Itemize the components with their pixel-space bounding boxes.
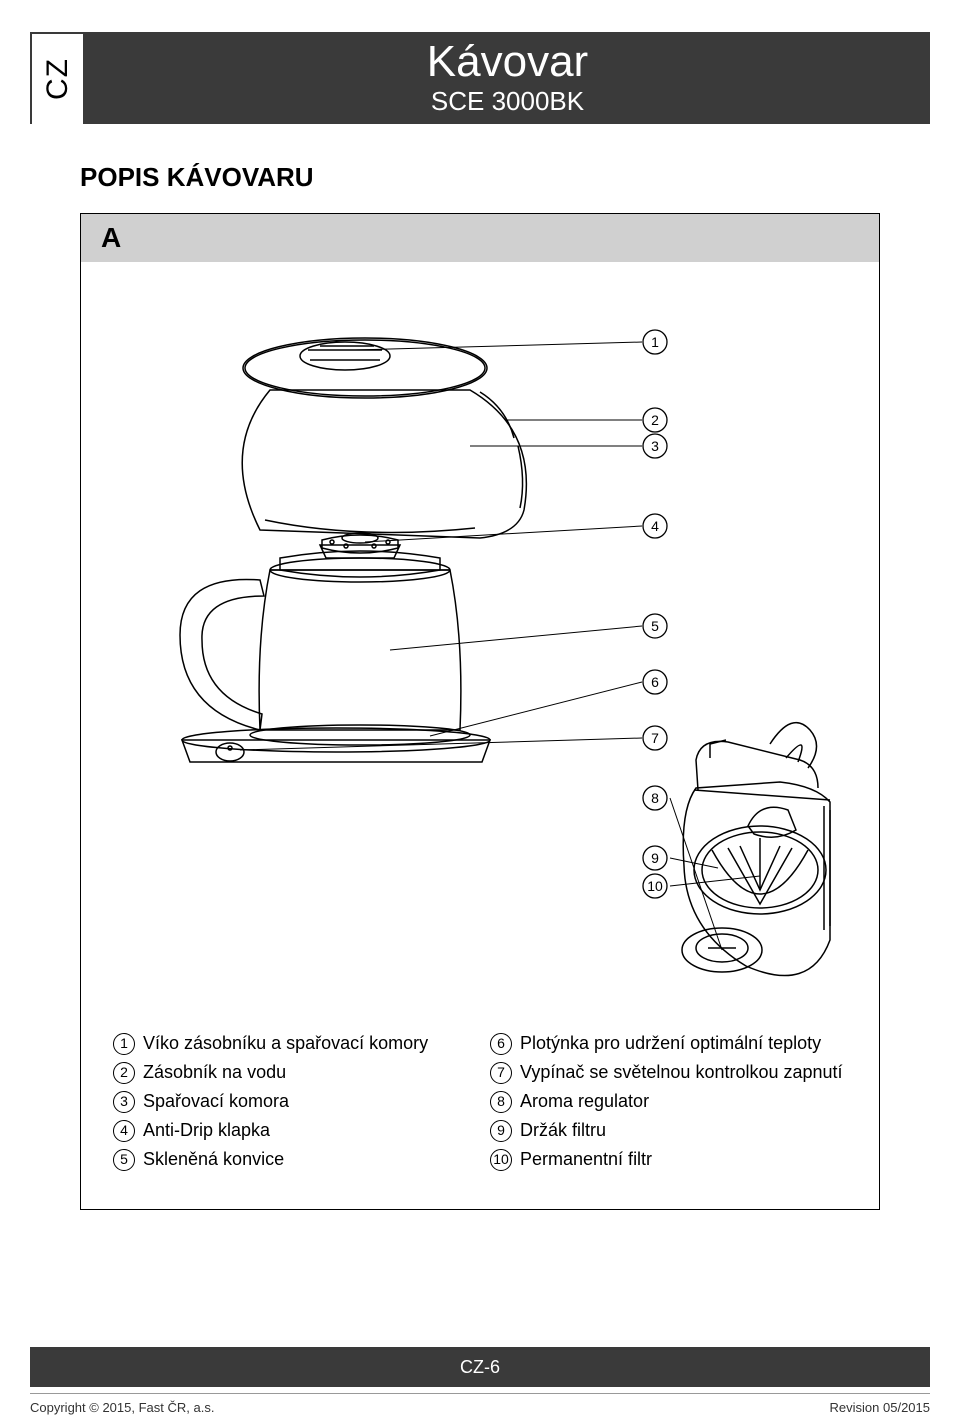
svg-text:10: 10	[647, 878, 663, 894]
legend-text: Plotýnka pro udržení optimální teploty	[520, 1032, 821, 1055]
svg-text:5: 5	[651, 618, 659, 634]
svg-text:6: 6	[651, 674, 659, 690]
legend-item: 7 Vypínač se světelnou kontrolkou zapnutí	[490, 1061, 847, 1084]
legend-item: 2 Zásobník na vodu	[113, 1061, 470, 1084]
svg-text:7: 7	[651, 730, 659, 746]
legend-text: Víko zásobníku a spařovací komory	[143, 1032, 428, 1055]
legend-column-right: 6 Plotýnka pro udržení optimální teploty 7…	[490, 1032, 847, 1177]
legend-number: 10	[490, 1149, 512, 1171]
legend-item: 5 Skleněná konvice	[113, 1148, 470, 1171]
legend-item: 3 Spařovací komora	[113, 1090, 470, 1113]
callout-lines	[240, 342, 760, 950]
svg-text:3: 3	[651, 438, 659, 454]
legend-item: 10 Permanentní filtr	[490, 1148, 847, 1171]
legend-text: Spařovací komora	[143, 1090, 289, 1113]
legend-number: 3	[113, 1091, 135, 1113]
coffee-maker-diagram: 1 2 3 4 5 6 7 8 9 10	[109, 290, 851, 1010]
legend-column-left: 1 Víko zásobníku a spařovací komory 2 Zásob…	[113, 1032, 470, 1177]
legend-item: 6 Plotýnka pro udržení optimální teploty	[490, 1032, 847, 1055]
legend-text: Anti-Drip klapka	[143, 1119, 270, 1142]
legend-number: 7	[490, 1062, 512, 1084]
svg-text:8: 8	[651, 790, 659, 806]
language-code: CZ	[41, 58, 75, 100]
svg-text:2: 2	[651, 412, 659, 428]
legend-item: 4 Anti-Drip klapka	[113, 1119, 470, 1142]
product-model: SCE 3000BK	[431, 86, 584, 117]
filter-detail-icon	[682, 723, 830, 976]
diagram-body: 1 2 3 4 5 6 7 8 9 10 1 Víko zásobníku a spařovací …	[81, 262, 879, 1209]
legend-item: 1 Víko zásobníku a spařovací komory	[113, 1032, 470, 1055]
callout-numbers: 1 2 3 4 5 6 7 8 9 10	[643, 330, 667, 898]
legend-text: Aroma regulator	[520, 1090, 649, 1113]
page-number: CZ-6	[460, 1357, 500, 1378]
legend-number: 6	[490, 1033, 512, 1055]
svg-text:1: 1	[651, 334, 659, 350]
section-heading: POPIS KÁVOVARU	[80, 162, 960, 193]
legend-number: 9	[490, 1120, 512, 1142]
legend-item: 9 Držák filtru	[490, 1119, 847, 1142]
svg-text:9: 9	[651, 850, 659, 866]
title-band: Kávovar SCE 3000BK	[85, 32, 930, 124]
legend-text: Držák filtru	[520, 1119, 606, 1142]
copyright-text: Copyright © 2015, Fast ČR, a.s.	[30, 1400, 214, 1415]
footer-rule	[30, 1393, 930, 1394]
coffee-maker-icon	[180, 338, 526, 762]
legend-text: Skleněná konvice	[143, 1148, 284, 1171]
footer: Copyright © 2015, Fast ČR, a.s. Revision…	[30, 1400, 930, 1415]
legend-number: 5	[113, 1149, 135, 1171]
legend-text: Permanentní filtr	[520, 1148, 652, 1171]
legend: 1 Víko zásobníku a spařovací komory 2 Zásob…	[109, 1032, 851, 1181]
revision-text: Revision 05/2015	[830, 1400, 930, 1415]
language-indicator: CZ	[30, 32, 85, 124]
page-number-band: CZ-6	[30, 1347, 930, 1387]
product-title: Kávovar	[427, 40, 588, 84]
spacer	[0, 0, 960, 32]
legend-number: 2	[113, 1062, 135, 1084]
legend-text: Zásobník na vodu	[143, 1061, 286, 1084]
legend-number: 4	[113, 1120, 135, 1142]
diagram-panel-label: A	[81, 214, 879, 262]
legend-number: 1	[113, 1033, 135, 1055]
legend-text: Vypínač se světelnou kontrolkou zapnutí	[520, 1061, 843, 1084]
legend-number: 8	[490, 1091, 512, 1113]
svg-text:4: 4	[651, 518, 659, 534]
legend-item: 8 Aroma regulator	[490, 1090, 847, 1113]
manual-page: CZ Kávovar SCE 3000BK POPIS KÁVOVARU A	[0, 0, 960, 1423]
diagram-panel: A	[80, 213, 880, 1210]
